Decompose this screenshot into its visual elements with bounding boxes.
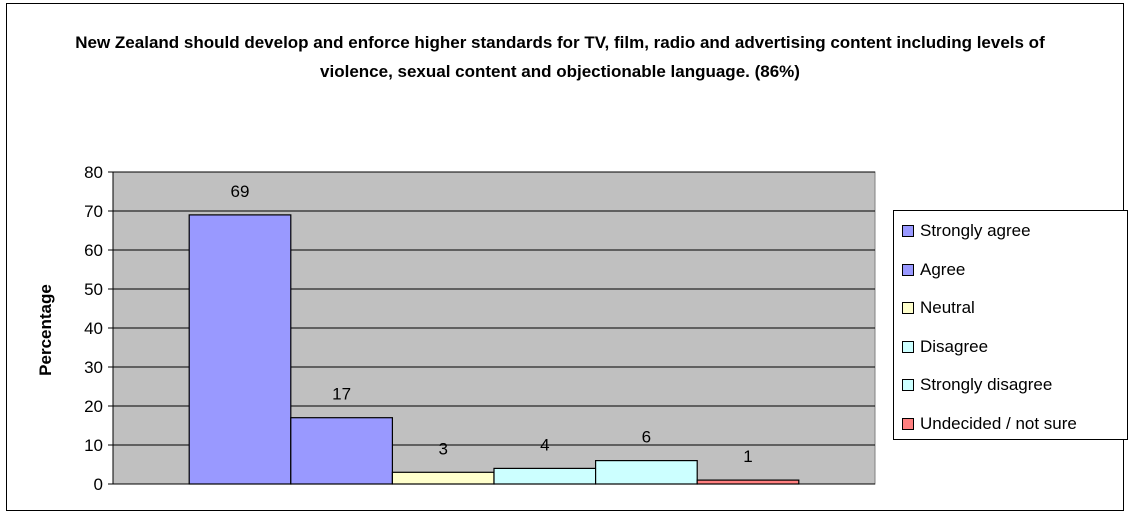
y-tick-label: 10 bbox=[84, 436, 103, 455]
legend-swatch bbox=[902, 340, 914, 353]
data-label: 3 bbox=[438, 439, 447, 458]
y-tick-label: 60 bbox=[84, 241, 103, 260]
bar-neutral bbox=[391, 471, 495, 485]
legend-label: Neutral bbox=[920, 298, 975, 317]
legend-item: Disagree bbox=[902, 337, 988, 357]
data-label: 6 bbox=[642, 428, 651, 447]
legend-label: Strongly agree bbox=[920, 221, 1031, 240]
legend-label: Undecided / not sure bbox=[920, 413, 1077, 433]
bar-disagree bbox=[493, 467, 597, 485]
bar-undecided-not-sure bbox=[696, 479, 800, 485]
y-tick-label: 30 bbox=[84, 358, 103, 377]
legend-swatch bbox=[902, 417, 914, 430]
y-tick-label: 20 bbox=[84, 397, 103, 416]
y-tick-label: 0 bbox=[94, 475, 103, 494]
y-axis-title: Percentage bbox=[36, 284, 55, 376]
legend-item: Strongly agree bbox=[902, 221, 1031, 241]
data-label: 4 bbox=[540, 435, 549, 454]
y-tick-label: 70 bbox=[84, 202, 103, 221]
bar-strongly-agree bbox=[188, 214, 292, 485]
data-label: 69 bbox=[231, 182, 250, 201]
legend-swatch bbox=[902, 263, 914, 276]
legend-item: Agree bbox=[902, 260, 965, 280]
bar-agree bbox=[290, 417, 393, 485]
legend-item: Undecided / not sure bbox=[902, 414, 1077, 434]
legend-swatch bbox=[902, 379, 914, 391]
legend-label: Disagree bbox=[920, 336, 989, 356]
legend-swatch bbox=[902, 302, 914, 314]
data-label: 17 bbox=[332, 385, 351, 404]
legend-label: Strongly disagree bbox=[920, 375, 1053, 394]
y-tick-label: 40 bbox=[84, 319, 103, 338]
legend-label: Agree bbox=[920, 259, 966, 279]
legend: Strongly agree Agree Neutral Disagree Strong… bbox=[893, 210, 1128, 440]
data-label: 1 bbox=[743, 447, 752, 466]
y-tick-label: 50 bbox=[84, 280, 103, 299]
bar-strongly-disagree bbox=[594, 460, 698, 485]
legend-swatch bbox=[902, 225, 914, 237]
legend-item: Strongly disagree bbox=[902, 375, 1052, 395]
legend-item: Neutral bbox=[902, 298, 975, 318]
y-tick-label: 80 bbox=[84, 163, 103, 182]
chart-title: New Zealand should develop and enforce h… bbox=[75, 33, 1045, 81]
